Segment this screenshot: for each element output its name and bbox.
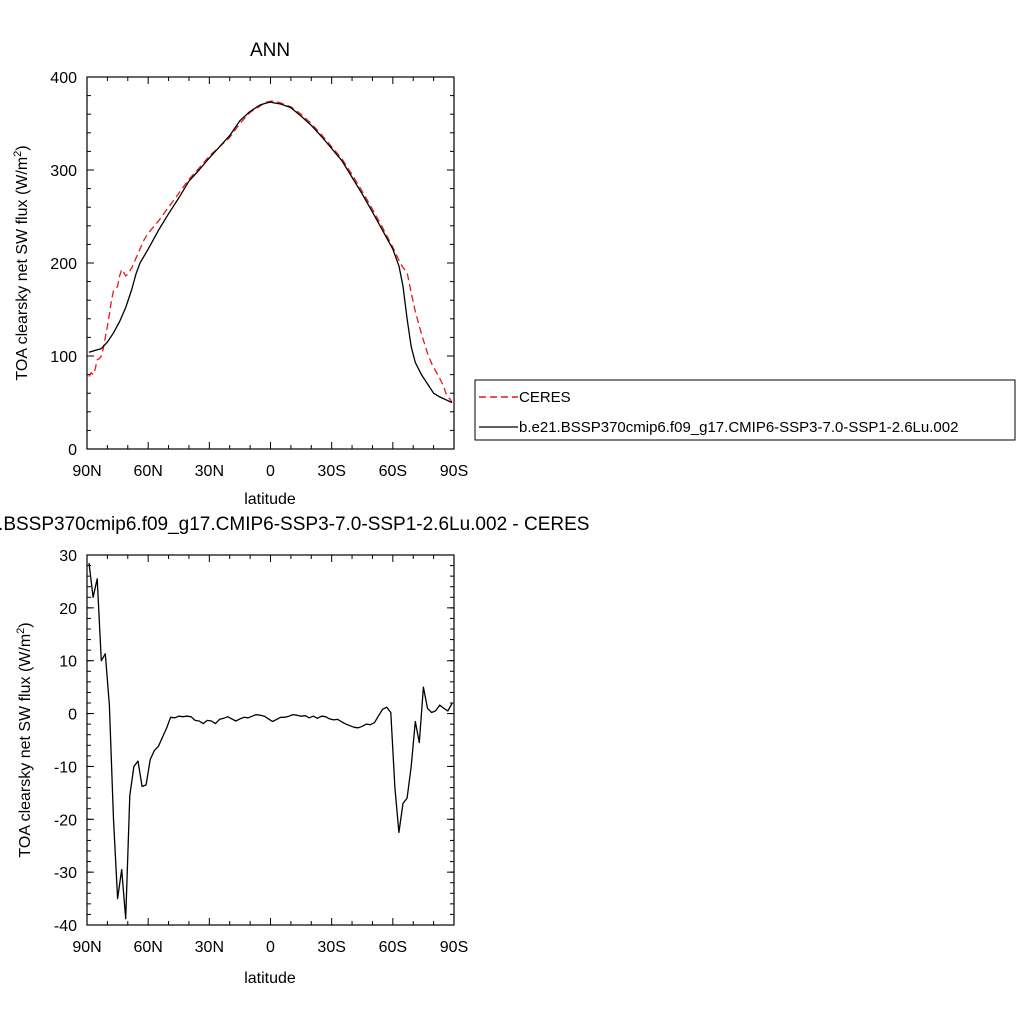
top-ytick-label: 400 [50,70,77,87]
top-ytick-label: 300 [50,163,77,180]
top-series-line-0 [88,100,453,403]
top-xtick-label: 60N [133,463,162,480]
top-plot-frame [86,76,455,450]
bottom-series-line-0 [88,562,453,920]
bottom-xtick-label: 60S [379,939,407,956]
top-xtick-label: 30S [317,463,345,480]
top-ytick-label: 100 [50,349,77,366]
top-xtick-label: 90S [440,463,468,480]
bottom-ytick-label: 0 [68,707,77,724]
top-ytick-label: 200 [50,256,77,273]
top-title: ANN [250,40,290,61]
legend: CERES b.e21.BSSP370cmip6.f09_g17.CMIP6-S… [474,379,1016,441]
panel-bottom: b.e21.BSSP370cmip6.f09_g17.CMIP6-SSP3-7.… [0,514,589,987]
legend-label-model: b.e21.BSSP370cmip6.f09_g17.CMIP6-SSP3-7.… [519,419,958,436]
legend-label-ceres: CERES [519,389,571,406]
bottom-title: b.e21.BSSP370cmip6.f09_g17.CMIP6-SSP3-7.… [0,514,589,535]
top-xtick-label: 60S [379,463,407,480]
bottom-plot-frame [86,554,455,926]
legend-box [474,379,1016,441]
bottom-xlabel: latitude [244,970,296,987]
bottom-ytick-label: 30 [59,548,77,565]
bottom-ytick-label: 10 [59,654,77,671]
top-xtick-label: 30N [195,463,224,480]
top-ytick-label: 0 [68,442,77,459]
bottom-xtick-label: 90N [72,939,101,956]
bottom-ytick-label: 20 [59,601,77,618]
top-xtick-label: 0 [266,463,275,480]
bottom-ytick-label: -30 [54,865,77,882]
bottom-ytick-label: -40 [54,918,77,935]
bottom-xtick-label: 60N [133,939,162,956]
top-series-line-1 [88,101,453,404]
bottom-ytick-label: -10 [54,759,77,776]
top-xtick-label: 90N [72,463,101,480]
bottom-xtick-label: 90S [440,939,468,956]
bottom-xtick-label: 0 [266,939,275,956]
top-xlabel: latitude [244,491,296,508]
bottom-xtick-label: 30N [195,939,224,956]
bottom-ylabel: TOA clearsky net SW flux (W/m2) [15,622,34,857]
bottom-xtick-label: 30S [317,939,345,956]
bottom-ytick-label: -20 [54,812,77,829]
panel-top: ANN 90N 60N 30N 0 30S 60S 90S 0 100 200 300 400 lat… [12,40,468,508]
top-ylabel: TOA clearsky net SW flux (W/m2) [12,145,31,380]
